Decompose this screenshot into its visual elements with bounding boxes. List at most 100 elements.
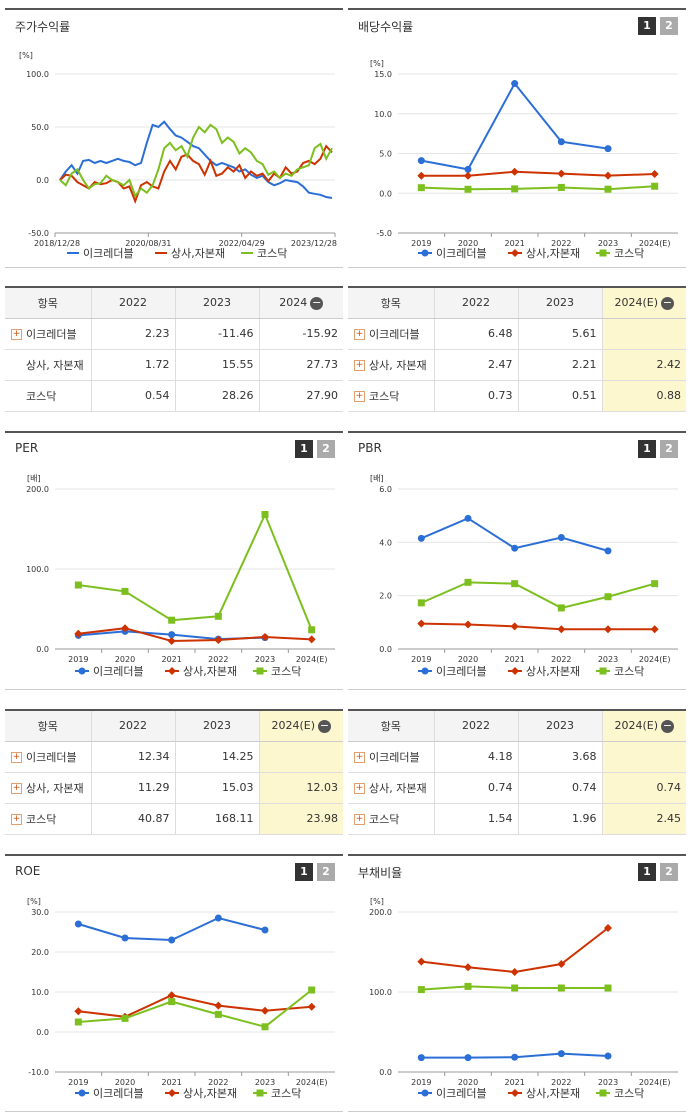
data-point (261, 1023, 269, 1031)
y-tick-label: 15.0 (374, 70, 392, 79)
data-point (261, 1006, 269, 1015)
view-1-button[interactable]: 1 (638, 17, 656, 35)
column-header: 항목 (5, 287, 91, 319)
view-1-button[interactable]: 1 (638, 440, 656, 458)
data-point (464, 620, 472, 629)
column-header-label: 2024(E) (614, 296, 659, 309)
y-tick-label: -10.0 (28, 1068, 49, 1077)
expand-plus-icon[interactable]: + (354, 752, 365, 763)
x-tick-label: 2021 (161, 655, 181, 664)
table-cell: 2.45 (601, 803, 686, 835)
y-tick-label: 0.0 (379, 189, 392, 198)
data-point (121, 587, 129, 595)
row-label-text: 이크레더블 (26, 750, 77, 764)
view-1-button[interactable]: 1 (295, 863, 313, 881)
data-point (557, 534, 565, 542)
expand-plus-icon[interactable]: + (354, 783, 365, 794)
dividend-yield-chart-svg: [%] 15.0 10.0 5.0 0.0 -5.0 2019 2020 2021 2022 202… (370, 59, 678, 260)
view-2-button[interactable]: 2 (660, 440, 678, 458)
table-cell: 27.73 (258, 349, 343, 381)
view-1-button[interactable]: 1 (295, 440, 313, 458)
table-cell: 28.26 (174, 380, 259, 412)
table-cell: 2.21 (517, 349, 602, 381)
series-line (421, 185, 655, 191)
x-tick-label: 2023 (598, 1078, 618, 1087)
data-point (214, 635, 223, 644)
data-point (74, 920, 82, 928)
row-label-text: 이크레더블 (369, 327, 420, 341)
table-cell: 0.88 (601, 380, 686, 412)
table-cell (601, 741, 686, 773)
unit-label: [%] (370, 897, 384, 906)
table-cell: 0.74 (517, 772, 602, 804)
column-header: 2023 (517, 710, 602, 742)
column-header-label: 항목 (37, 296, 58, 310)
per-chart-svg: [배] 200.0 100.0 0.0 2019 2020 2021 2022 2023 2024… (26, 474, 335, 678)
view-2-button[interactable]: 2 (660, 17, 678, 35)
roe-chart: [%] 30.0 20.0 10.0 0.0 -10.0 2019 2020 2021 2022 2… (5, 886, 343, 1112)
series-line (421, 927, 609, 974)
column-header: 2023 (174, 287, 259, 319)
column-header-label: 2022 (119, 719, 147, 733)
collapse-icon[interactable]: − (661, 295, 675, 310)
table-cell: 2.23 (90, 318, 175, 350)
view-2-button[interactable]: 2 (660, 863, 678, 881)
view-2-button[interactable]: 2 (317, 440, 335, 458)
data-point (511, 1053, 519, 1061)
x-tick-label: 2021 (504, 1078, 524, 1087)
table-cell: 1.54 (433, 803, 518, 835)
series-line (59, 123, 333, 198)
y-tick-label: 100.0 (369, 988, 392, 997)
expand-plus-icon[interactable]: + (11, 814, 22, 825)
expand-plus-icon[interactable]: + (354, 329, 365, 340)
data-point (417, 534, 425, 542)
stock-return-table-panel: 항목 2022 2023 2024− + 이크레더블 2.23 -11.46 -15.92 상사,… (5, 286, 343, 412)
expand-plus-icon[interactable]: + (354, 360, 365, 371)
panel-title: 부채비율 (358, 866, 403, 880)
legend-label: 코스닥 (271, 665, 301, 678)
debt-ratio-chart-svg: [%] 200.0 100.0 0.0 2019 2020 2021 2022 2023 2024… (369, 897, 678, 1100)
collapse-icon[interactable]: − (661, 718, 675, 733)
table-cell: 40.87 (90, 803, 175, 835)
view-2-button[interactable]: 2 (317, 863, 335, 881)
data-point (74, 1007, 83, 1016)
table-cell: 2.47 (433, 349, 518, 381)
expand-plus-icon[interactable]: + (354, 391, 365, 402)
table-cell: 168.11 (174, 803, 259, 835)
data-point (510, 622, 519, 631)
legend-label: 상사,자본재 (183, 665, 237, 678)
collapse-icon[interactable]: − (310, 295, 324, 310)
column-header-label: 2023 (546, 296, 574, 310)
stock-return-chart: [%] 100.0 50.0 0.0 -50.0 2018/12/28 2020/08/31… (5, 40, 343, 268)
table-row: 상사, 자본재 1.72 15.55 27.73 (5, 349, 343, 381)
x-tick-label: 2023 (598, 655, 618, 664)
series-line (421, 170, 655, 177)
expand-plus-icon[interactable]: + (11, 329, 22, 340)
view-1-button[interactable]: 1 (638, 863, 656, 881)
data-point (604, 145, 612, 153)
table-cell: 0.54 (90, 380, 175, 412)
row-label: + 상사, 자본재 (348, 349, 434, 381)
data-point (417, 1054, 425, 1062)
column-header-label: 2023 (203, 296, 231, 310)
data-point (557, 604, 565, 612)
x-tick-label: 2019 (68, 655, 88, 664)
legend-label: 상사,자본재 (526, 1087, 580, 1100)
y-tick-label: 0.0 (36, 645, 49, 654)
data-point (511, 1089, 519, 1097)
x-tick-label: 2024(E) (639, 655, 671, 664)
expand-plus-icon[interactable]: + (11, 783, 22, 794)
table-cell: 12.03 (258, 772, 343, 804)
column-header-label: 2023 (546, 719, 574, 733)
row-label-text: 상사, 자본재 (369, 781, 427, 795)
legend-label: 상사,자본재 (526, 665, 580, 678)
table-cell: 15.55 (174, 349, 259, 381)
table-cell: 11.29 (90, 772, 175, 804)
expand-plus-icon[interactable]: + (11, 752, 22, 763)
collapse-icon[interactable]: − (318, 718, 332, 733)
data-point (599, 1089, 607, 1097)
y-tick-label: 20.0 (31, 948, 49, 957)
expand-plus-icon[interactable]: + (354, 814, 365, 825)
unit-label: [배] (27, 474, 41, 483)
